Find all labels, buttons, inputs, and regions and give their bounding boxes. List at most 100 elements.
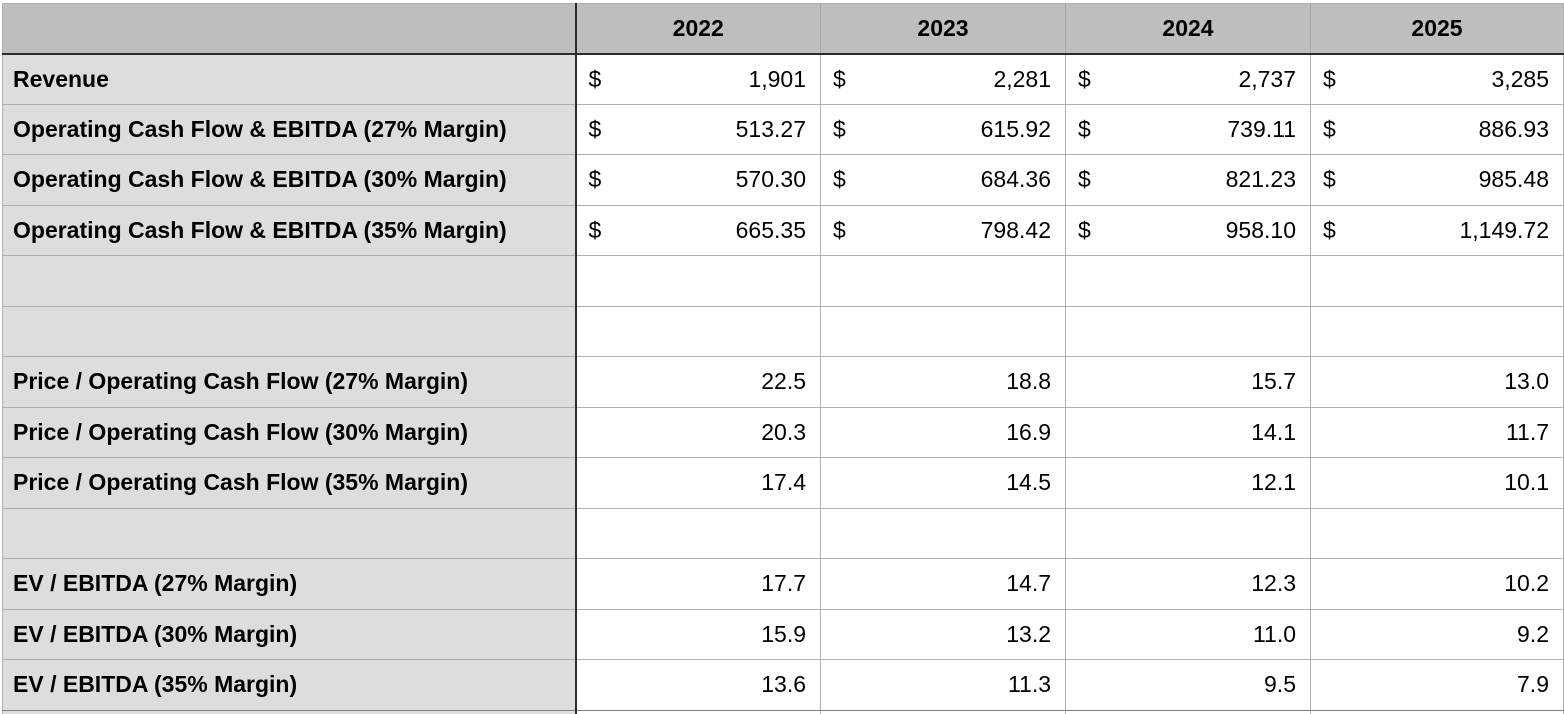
year-header[interactable]: 2022 [575, 3, 821, 55]
cell-value: 20.3 [761, 418, 806, 445]
cell-value: 12.1 [1251, 469, 1296, 496]
value-cell[interactable]: $1,149.72 [1310, 205, 1564, 256]
cell-value: 739.11 [1227, 115, 1296, 142]
cell-value: 10.2 [1504, 570, 1549, 597]
value-cell[interactable]: 22.5 [575, 356, 821, 408]
cell-value: 22.5 [761, 368, 806, 395]
value-cell[interactable] [1310, 710, 1564, 714]
value-cell[interactable]: $665.35 [575, 205, 821, 256]
currency-symbol: $ [588, 216, 602, 243]
row-label-cell[interactable] [2, 306, 577, 357]
value-cell[interactable]: 9.2 [1310, 609, 1564, 660]
value-cell[interactable]: 10.1 [1310, 457, 1564, 509]
cell-value: 14.7 [1006, 570, 1051, 597]
value-cell[interactable]: 7.9 [1310, 659, 1564, 711]
value-cell[interactable]: $1,901 [575, 53, 821, 105]
table-row: Revenue $1,901 $2,281 $2,737 $3,285 [2, 53, 1564, 105]
value-cell[interactable]: 18.8 [820, 356, 1066, 408]
value-cell[interactable]: 17.7 [575, 558, 821, 610]
cell-value: 798.42 [980, 216, 1051, 243]
row-label-cell[interactable]: EV / EBITDA (30% Margin) [2, 609, 577, 660]
value-cell[interactable] [1065, 306, 1311, 357]
value-cell[interactable] [1065, 710, 1311, 714]
value-cell[interactable] [575, 710, 821, 714]
row-label-cell[interactable] [2, 508, 577, 559]
value-cell[interactable]: $513.27 [575, 104, 821, 155]
cell-value: 11.0 [1252, 620, 1296, 647]
cell-value: 7.9 [1517, 671, 1549, 698]
value-cell[interactable]: 10.2 [1310, 558, 1564, 610]
value-cell[interactable] [575, 508, 821, 559]
value-cell[interactable]: $739.11 [1065, 104, 1311, 155]
row-label-cell[interactable]: Price / Operating Cash Flow (30% Margin) [2, 407, 577, 458]
currency-symbol: $ [588, 65, 602, 92]
value-cell[interactable]: 14.1 [1065, 407, 1311, 458]
value-cell[interactable]: $615.92 [820, 104, 1066, 155]
value-cell[interactable]: $958.10 [1065, 205, 1311, 256]
table-row: Operating Cash Flow & EBITDA (27% Margin… [2, 104, 1564, 155]
cell-value: 10.1 [1504, 469, 1549, 496]
currency-symbol: $ [588, 166, 602, 193]
currency-symbol: $ [588, 115, 602, 142]
year-header[interactable]: 2024 [1065, 3, 1311, 55]
value-cell[interactable] [1310, 508, 1564, 559]
cell-value: 684.36 [980, 166, 1051, 193]
cell-value: 9.2 [1517, 620, 1549, 647]
value-cell[interactable]: 15.7 [1065, 356, 1311, 408]
value-cell[interactable]: 11.7 [1310, 407, 1564, 458]
value-cell[interactable] [1065, 255, 1311, 307]
cell-value: 18.8 [1006, 368, 1051, 395]
row-label-cell[interactable]: EV / EBITDA (35% Margin) [2, 659, 577, 711]
table-row [2, 306, 1564, 357]
value-cell[interactable]: $570.30 [575, 154, 821, 206]
value-cell[interactable] [1310, 306, 1564, 357]
value-cell[interactable]: 12.3 [1065, 558, 1311, 610]
value-cell[interactable]: $798.42 [820, 205, 1066, 256]
value-cell[interactable]: 13.0 [1310, 356, 1564, 408]
row-label-cell[interactable]: Operating Cash Flow & EBITDA (35% Margin… [2, 205, 577, 256]
value-cell[interactable]: 12.1 [1065, 457, 1311, 509]
value-cell[interactable]: $886.93 [1310, 104, 1564, 155]
value-cell[interactable]: 14.5 [820, 457, 1066, 509]
value-cell[interactable] [820, 306, 1066, 357]
row-label-cell[interactable] [2, 255, 577, 307]
value-cell[interactable] [820, 255, 1066, 307]
value-cell[interactable]: 14.7 [820, 558, 1066, 610]
row-label-cell[interactable] [2, 710, 577, 714]
row-label-cell[interactable]: Operating Cash Flow & EBITDA (27% Margin… [2, 104, 577, 155]
row-label-cell[interactable]: Operating Cash Flow & EBITDA (30% Margin… [2, 154, 577, 206]
year-header[interactable]: 2025 [1310, 3, 1564, 55]
value-cell[interactable]: 16.9 [820, 407, 1066, 458]
value-cell[interactable]: $3,285 [1310, 53, 1564, 105]
year-header[interactable]: 2023 [820, 3, 1066, 55]
value-cell[interactable]: 13.6 [575, 659, 821, 711]
value-cell[interactable] [1065, 508, 1311, 559]
value-cell[interactable]: $821.23 [1065, 154, 1311, 206]
cell-value: 3,285 [1491, 65, 1549, 92]
row-label-cell[interactable]: Revenue [2, 53, 577, 105]
value-cell[interactable]: 13.2 [820, 609, 1066, 660]
value-cell[interactable]: 17.4 [575, 457, 821, 509]
value-cell[interactable]: $985.48 [1310, 154, 1564, 206]
value-cell[interactable]: 9.5 [1065, 659, 1311, 711]
value-cell[interactable]: 20.3 [575, 407, 821, 458]
corner-header-cell[interactable] [2, 3, 577, 55]
value-cell[interactable] [575, 306, 821, 357]
value-cell[interactable] [575, 255, 821, 307]
value-cell[interactable] [820, 710, 1066, 714]
cell-value: 16.9 [1006, 418, 1051, 445]
value-cell[interactable]: 11.3 [820, 659, 1066, 711]
cell-value: 2,737 [1238, 65, 1296, 92]
value-cell[interactable] [820, 508, 1066, 559]
value-cell[interactable] [1310, 255, 1564, 307]
row-label-cell[interactable]: Price / Operating Cash Flow (35% Margin) [2, 457, 577, 509]
value-cell[interactable]: $2,737 [1065, 53, 1311, 105]
row-label-cell[interactable]: EV / EBITDA (27% Margin) [2, 558, 577, 610]
value-cell[interactable]: $684.36 [820, 154, 1066, 206]
value-cell[interactable]: 11.0 [1065, 609, 1311, 660]
row-label-cell[interactable]: Price / Operating Cash Flow (27% Margin) [2, 356, 577, 408]
value-cell[interactable]: $2,281 [820, 53, 1066, 105]
value-cell[interactable]: 15.9 [575, 609, 821, 660]
currency-symbol: $ [833, 216, 846, 243]
